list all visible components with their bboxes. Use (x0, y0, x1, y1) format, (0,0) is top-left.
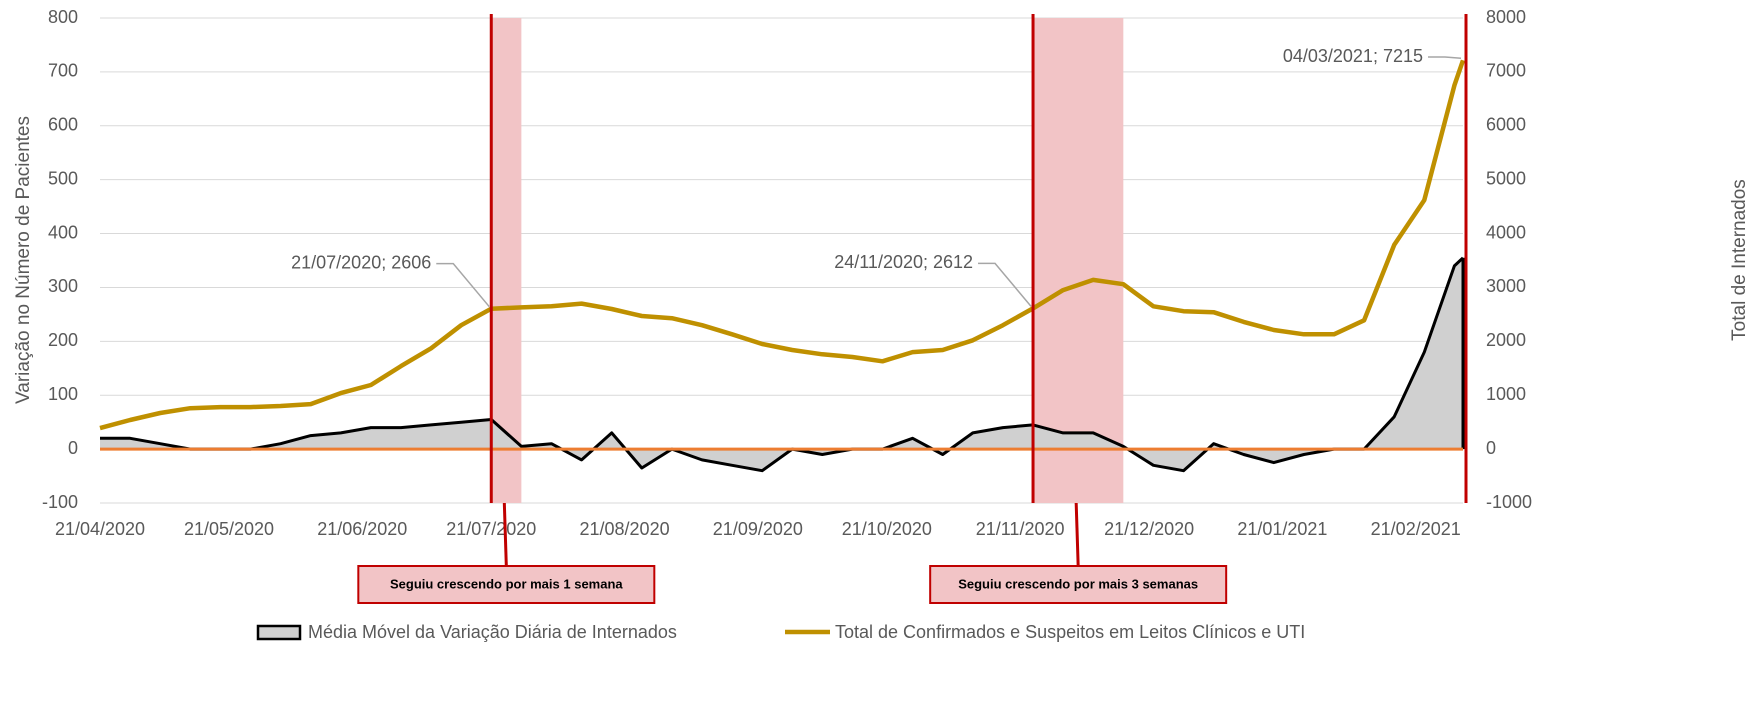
y-tick-label: 600 (48, 115, 78, 135)
y2-tick-label: 2000 (1486, 330, 1526, 350)
label-leader (436, 262, 490, 308)
y2-tick-label: 8000 (1486, 7, 1526, 27)
x-tick-label: 21/01/2021 (1237, 519, 1327, 539)
x-tick-label: 21/07/2020 (446, 519, 536, 539)
y2-tick-label: 3000 (1486, 276, 1526, 296)
x-tick-label: 21/08/2020 (580, 519, 670, 539)
label-leader (1428, 56, 1462, 60)
y-axis-title: Variação no Número de Pacientes (13, 116, 34, 404)
x-tick-label: 21/04/2020 (55, 519, 145, 539)
x-tick-label: 21/11/2020 (976, 519, 1065, 539)
y2-tick-label: 1000 (1486, 384, 1526, 404)
y2-tick-label: 7000 (1486, 61, 1526, 81)
y2-axis-title: Total de Internados (1729, 179, 1750, 341)
x-tick-label: 21/10/2020 (842, 519, 932, 539)
event-connector (1074, 502, 1080, 567)
y-tick-label: -100 (42, 492, 78, 512)
x-tick-label: 21/09/2020 (713, 519, 803, 539)
event-box (929, 565, 1228, 604)
point-label: 24/11/2020; 2612 (834, 252, 973, 272)
legend-label: Média Móvel da Variação Diária de Intern… (308, 622, 677, 642)
line (99, 59, 1466, 431)
y-tick-label: 500 (48, 168, 78, 188)
y-tick-label: 0 (68, 438, 78, 458)
x-tick-label: 21/02/2021 (1371, 519, 1461, 539)
event-label: Seguiu crescendo por mais 1 semana (390, 576, 623, 591)
x-tick-label: 21/06/2020 (317, 519, 407, 539)
event-label: Seguiu crescendo por mais 3 semanas (958, 576, 1198, 591)
y-tick-label: 200 (48, 330, 78, 350)
y-tick-label: 300 (48, 276, 78, 296)
y2-tick-label: 5000 (1486, 168, 1526, 188)
y-tick-label: 400 (48, 222, 78, 242)
event-box (357, 565, 656, 604)
point-label: 21/07/2020; 2606 (291, 252, 431, 272)
event-connector (502, 502, 508, 567)
y-tick-label: 100 (48, 384, 78, 404)
legend-swatch (256, 624, 302, 641)
event-shade (1033, 18, 1124, 503)
x-tick-label: 21/12/2020 (1104, 519, 1194, 539)
y2-tick-label: 4000 (1486, 222, 1526, 242)
line (100, 256, 1465, 473)
y-tick-label: 700 (48, 61, 78, 81)
legend-label: Total de Confirmados e Suspeitos em Leit… (835, 622, 1305, 642)
y2-tick-label: 0 (1486, 438, 1496, 458)
label-leader (978, 262, 1032, 307)
y2-tick-label: -1000 (1486, 492, 1532, 512)
y-tick-label: 800 (48, 7, 78, 27)
x-tick-label: 21/05/2020 (184, 519, 274, 539)
y2-tick-label: 6000 (1486, 115, 1526, 135)
point-label: 04/03/2021; 7215 (1283, 46, 1423, 66)
